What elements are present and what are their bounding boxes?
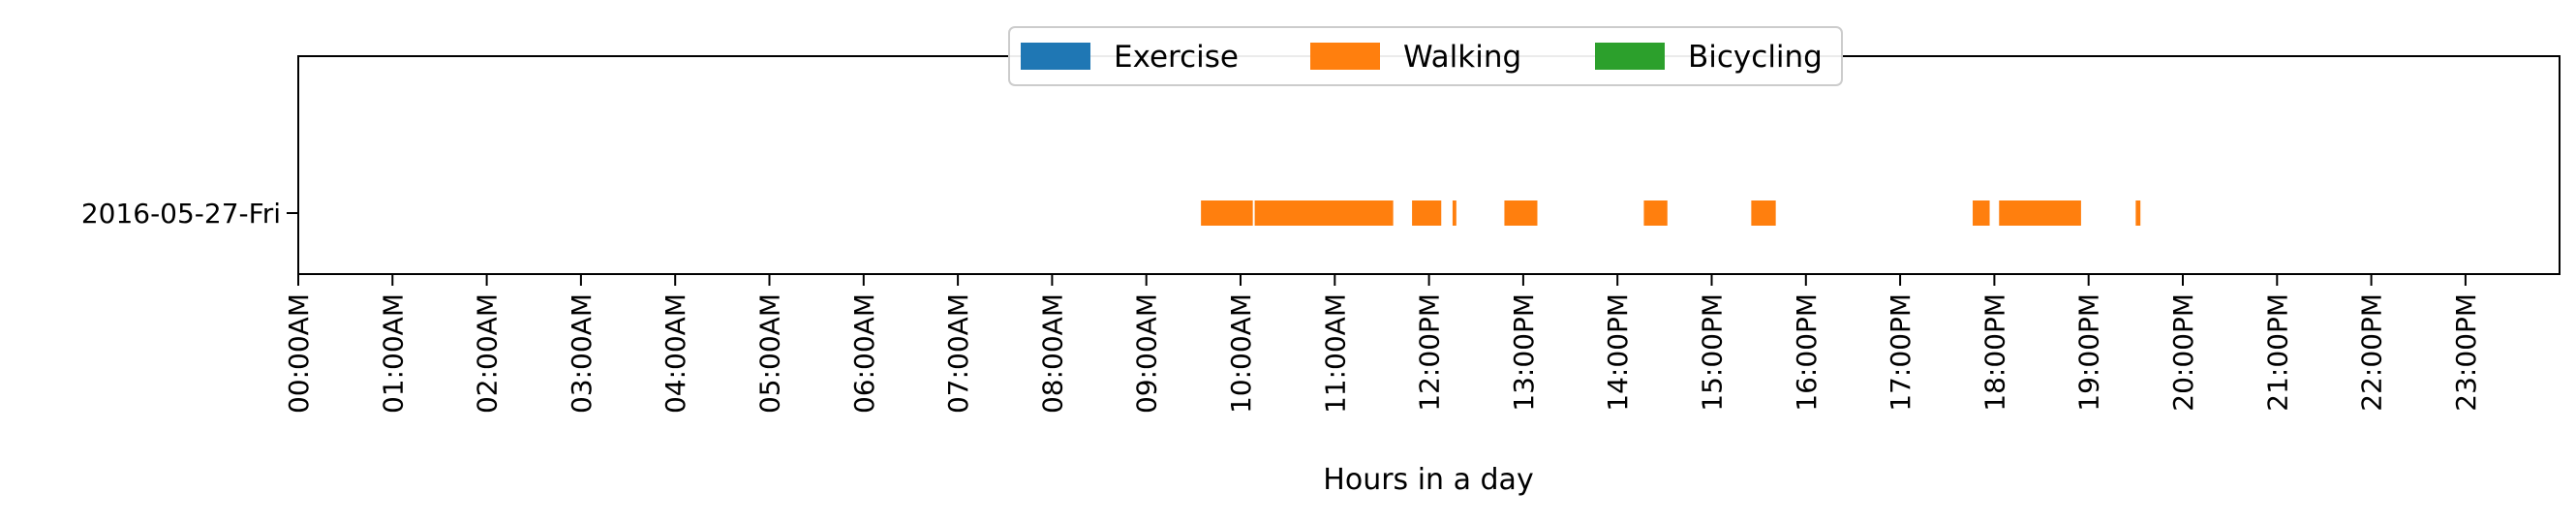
y-axis-ticks: 2016-05-27-Fri — [81, 198, 298, 230]
x-tick-label: 02:00AM — [472, 293, 504, 414]
x-tick-label: 21:00PM — [2261, 293, 2293, 412]
legend: Exercise Walking Bicycling — [1008, 26, 1843, 86]
x-tick-label: 12:00PM — [1414, 293, 1446, 412]
x-tick-label: 13:00PM — [1508, 293, 1540, 412]
x-tick-label: 04:00AM — [659, 293, 691, 414]
x-tick-label: 05:00AM — [754, 293, 786, 414]
activity-bar-walking — [1751, 200, 1776, 226]
x-tick-label: 17:00PM — [1885, 293, 1917, 412]
legend-label-bicycling: Bicycling — [1688, 40, 1823, 75]
x-tick-label: 08:00AM — [1036, 293, 1068, 414]
x-tick-label: 01:00AM — [377, 293, 409, 414]
legend-swatch-bicycling — [1595, 43, 1665, 70]
x-tick-label: 19:00PM — [2073, 293, 2105, 412]
x-tick-label: 14:00PM — [1602, 293, 1634, 412]
x-tick-label: 15:00PM — [1697, 293, 1729, 412]
activity-bar-walking — [1254, 200, 1394, 226]
legend-box — [1008, 26, 1843, 86]
x-tick-label: 11:00AM — [1319, 293, 1351, 414]
x-tick-label: 00:00AM — [283, 293, 315, 414]
activity-bar-walking — [1999, 200, 2081, 226]
x-axis-ticks: 00:00AM 01:00AM 02:00AM 03:00AM 04:00AM 05:00… — [283, 274, 2482, 414]
x-tick-label: 20:00PM — [2167, 293, 2199, 412]
activity-bars — [1201, 200, 2141, 226]
x-tick-label: 18:00PM — [1978, 293, 2010, 412]
legend-label-walking: Walking — [1403, 40, 1521, 75]
x-tick-label: 06:00AM — [848, 293, 880, 414]
activity-bar-walking — [1504, 200, 1538, 226]
x-tick-label: 16:00PM — [1791, 293, 1823, 412]
x-tick-label: 10:00AM — [1225, 293, 1257, 414]
legend-swatch-walking — [1310, 43, 1380, 70]
x-tick-label: 03:00AM — [566, 293, 598, 414]
activity-bar-walking — [1201, 200, 1253, 226]
x-tick-label: 23:00PM — [2450, 293, 2482, 412]
legend-swatch-exercise — [1021, 43, 1090, 70]
activity-bar-walking — [1452, 200, 1457, 226]
x-tick-label: 07:00AM — [942, 293, 974, 414]
activity-bar-walking — [1412, 200, 1442, 226]
legend-label-exercise: Exercise — [1114, 40, 1239, 75]
activity-bar-walking — [1643, 200, 1668, 226]
x-tick-label: 22:00PM — [2356, 293, 2388, 412]
y-tick-label: 2016-05-27-Fri — [81, 198, 281, 230]
activity-bar-walking — [2135, 200, 2141, 226]
x-tick-label: 09:00AM — [1131, 293, 1163, 414]
x-axis-label: Hours in a day — [1323, 463, 1533, 497]
activity-bar-walking — [1973, 200, 1990, 226]
